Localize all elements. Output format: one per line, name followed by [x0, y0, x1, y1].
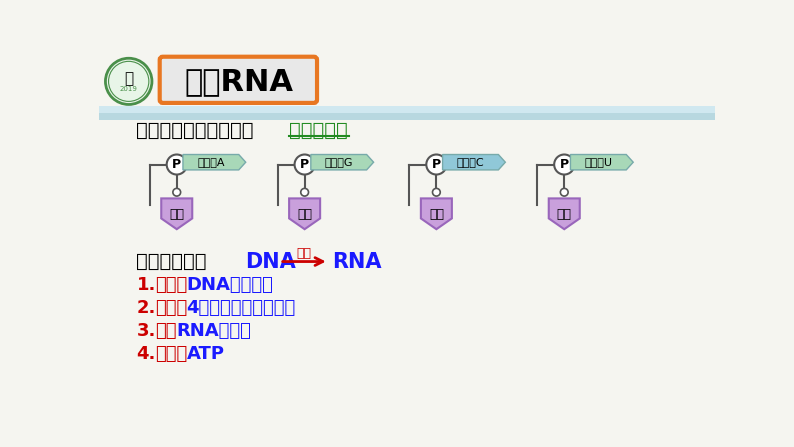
Text: 原料：: 原料： [155, 299, 187, 317]
Circle shape [426, 155, 446, 174]
Circle shape [295, 155, 314, 174]
Text: P: P [172, 158, 181, 171]
Text: 核糖核苷酸: 核糖核苷酸 [289, 121, 348, 140]
Text: 能量：: 能量： [155, 345, 187, 363]
Text: （二）来源：: （二）来源： [137, 252, 207, 271]
Bar [99, 106, 715, 120]
Polygon shape [161, 198, 192, 229]
Text: 一、RNA: 一、RNA [184, 67, 293, 96]
Text: RNA: RNA [332, 252, 381, 271]
Text: 4.: 4. [137, 345, 156, 363]
Text: 2.: 2. [137, 299, 156, 317]
Text: 2019: 2019 [120, 86, 137, 92]
Circle shape [301, 188, 309, 196]
Polygon shape [570, 155, 634, 170]
Circle shape [173, 188, 180, 196]
Text: P: P [300, 158, 309, 171]
Circle shape [433, 188, 440, 196]
Polygon shape [310, 155, 374, 170]
Text: ATP: ATP [187, 345, 225, 363]
Text: P: P [432, 158, 441, 171]
Text: DNA的一条链: DNA的一条链 [187, 276, 273, 294]
Text: 酶：: 酶： [155, 322, 176, 340]
Text: 1.: 1. [137, 276, 156, 294]
Text: 🔖: 🔖 [124, 71, 133, 86]
Text: 胞嘧啶C: 胞嘧啶C [457, 157, 484, 167]
Text: 核糖: 核糖 [429, 208, 444, 221]
Text: 4种游离的核糖核苷酸: 4种游离的核糖核苷酸 [187, 299, 295, 317]
Text: 核糖: 核糖 [297, 208, 312, 221]
Text: 核糖: 核糖 [169, 208, 184, 221]
Text: 核糖: 核糖 [557, 208, 572, 221]
Circle shape [167, 155, 187, 174]
Polygon shape [549, 198, 580, 229]
Text: 腺嘌呤A: 腺嘌呤A [197, 157, 225, 167]
Polygon shape [183, 155, 245, 170]
Text: 模板：: 模板： [155, 276, 187, 294]
FancyBboxPatch shape [160, 57, 317, 103]
Polygon shape [421, 198, 452, 229]
Bar [99, 106, 715, 113]
Circle shape [106, 58, 152, 105]
Circle shape [561, 188, 569, 196]
Text: 转录: 转录 [297, 247, 312, 260]
Text: 3.: 3. [137, 322, 156, 340]
Text: 鸟嘌呤G: 鸟嘌呤G [325, 157, 353, 167]
Text: P: P [560, 158, 569, 171]
Text: 尿嘧啶U: 尿嘧啶U [584, 157, 612, 167]
Polygon shape [289, 198, 320, 229]
Text: RNA聚合酶: RNA聚合酶 [176, 322, 251, 340]
Polygon shape [442, 155, 505, 170]
Circle shape [554, 155, 574, 174]
Text: DNA: DNA [245, 252, 295, 271]
Text: （一）基本单位：四种: （一）基本单位：四种 [137, 121, 254, 140]
